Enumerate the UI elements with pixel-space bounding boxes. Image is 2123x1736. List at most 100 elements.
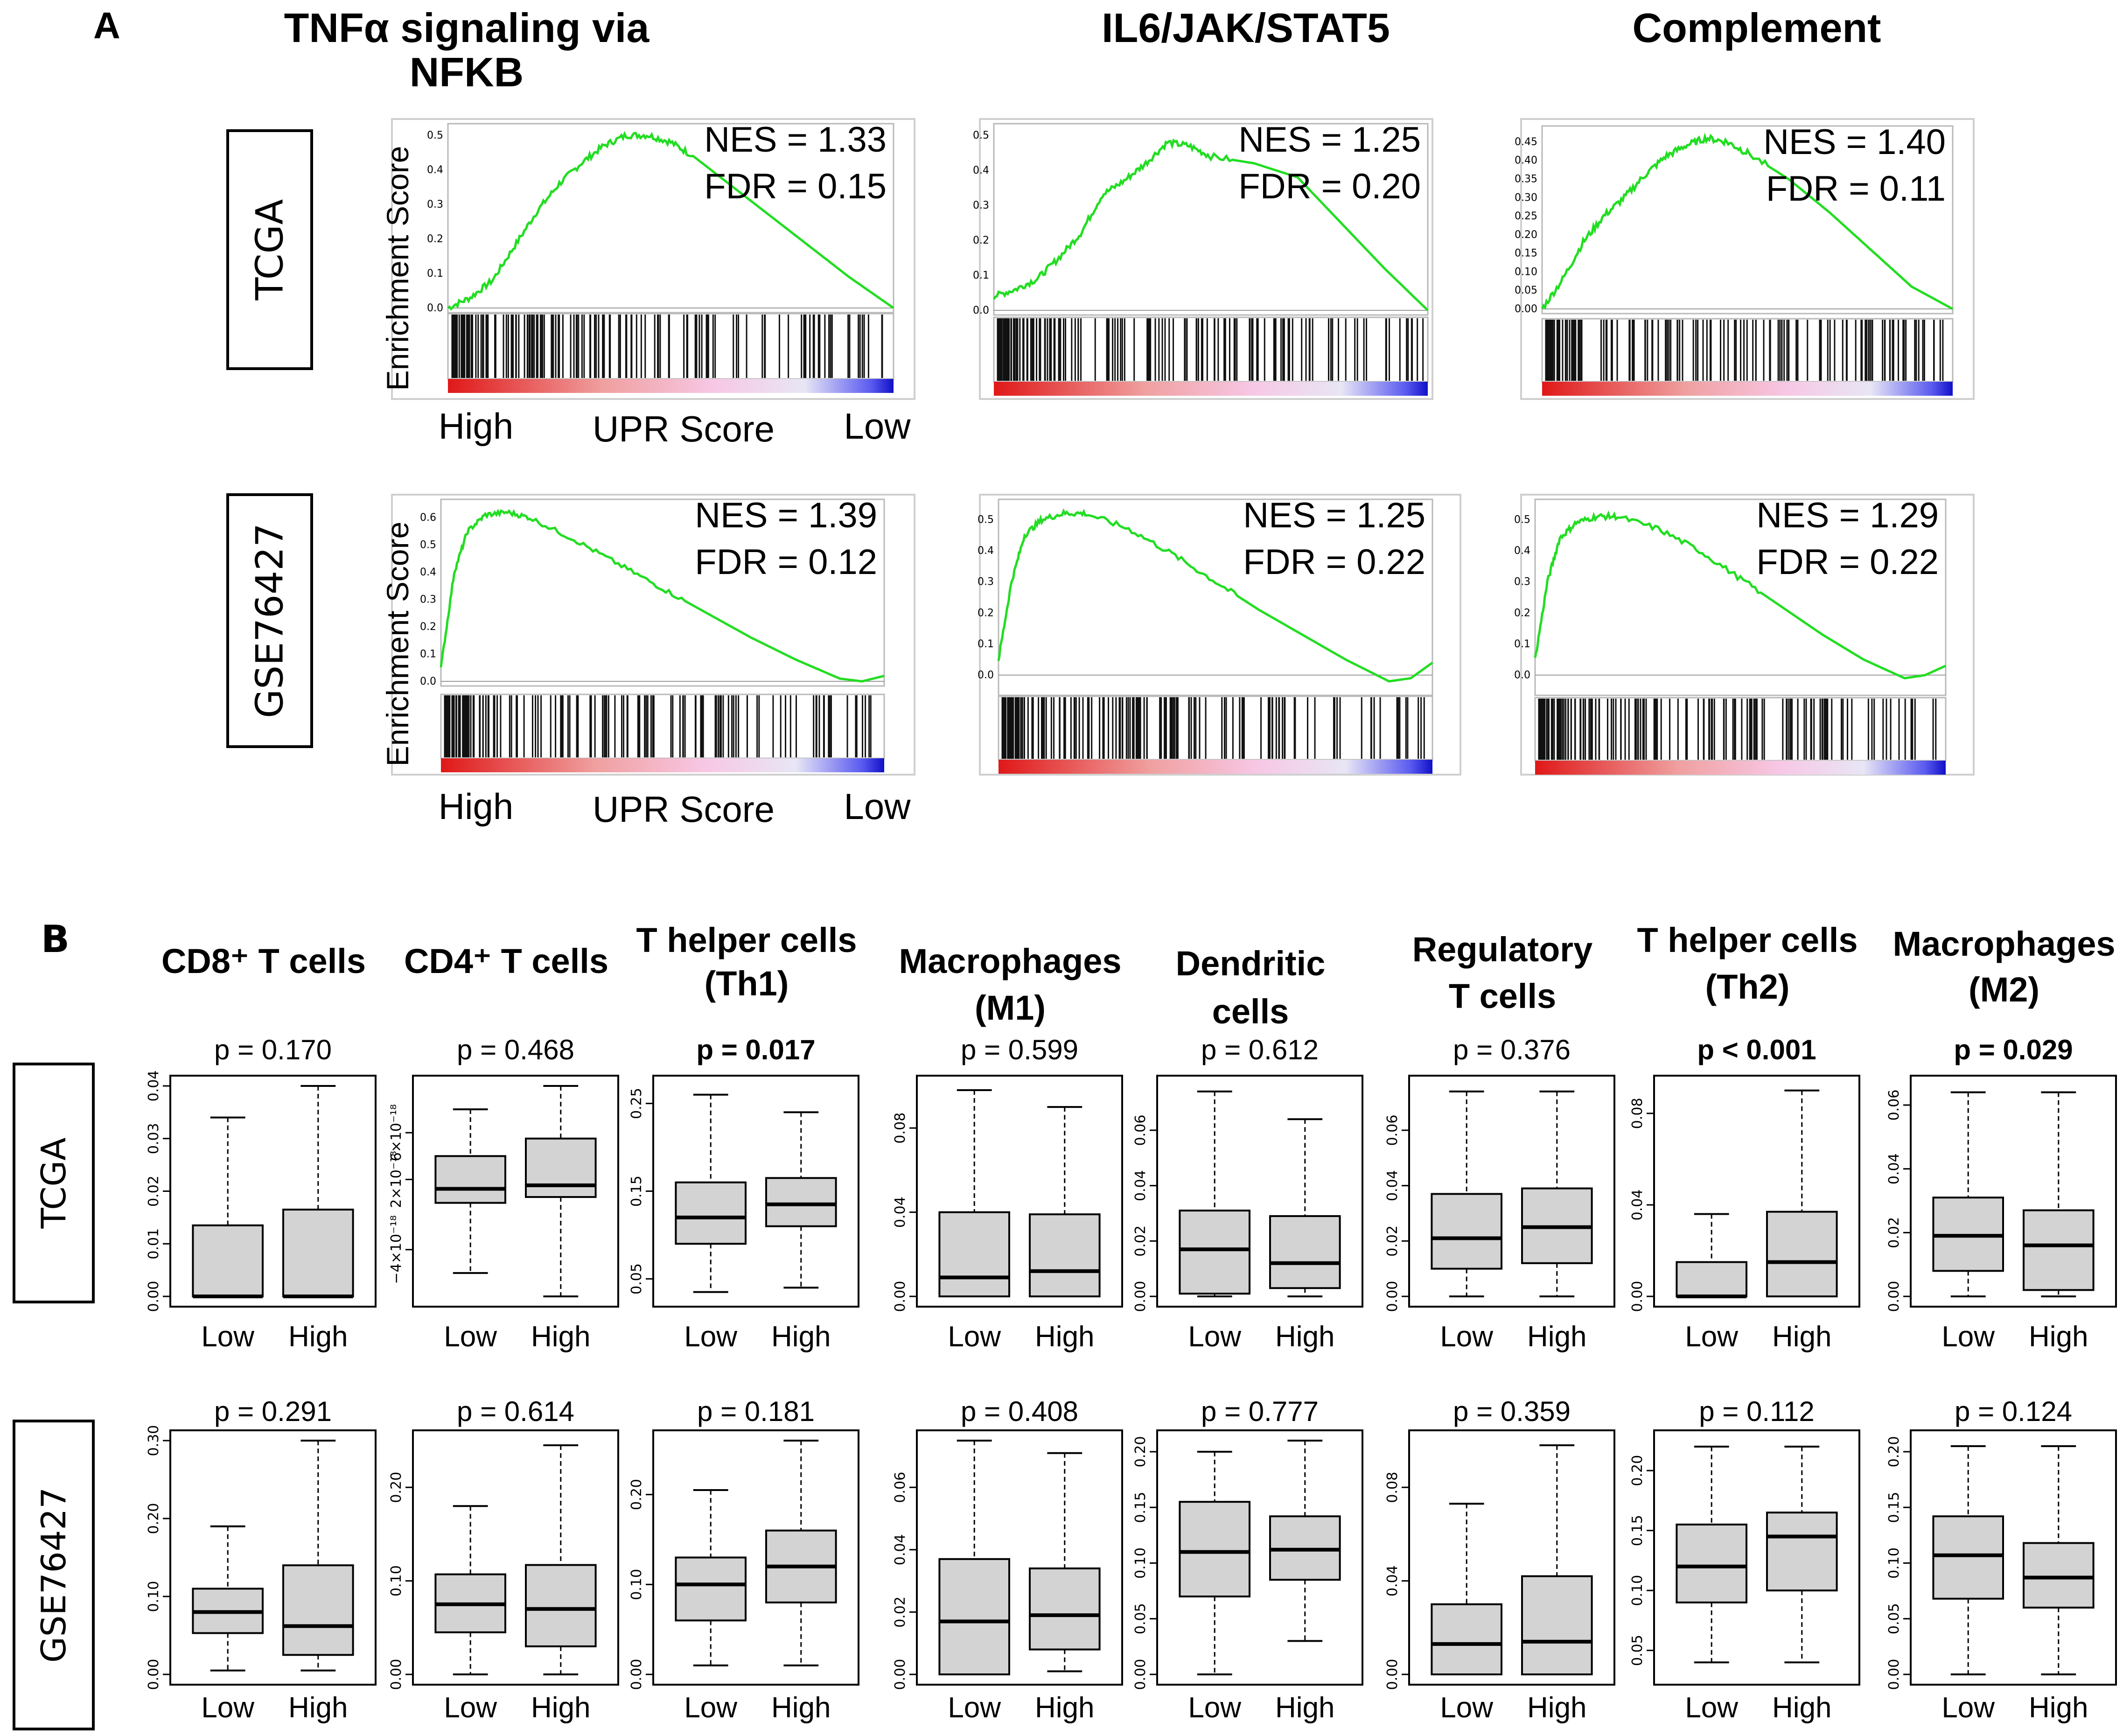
- boxplot: 0.00 0.04 0.08 Low High p = 0.359: [1384, 1396, 1615, 1724]
- boxplot-column-title: Regulatory: [1412, 930, 1593, 969]
- boxplot-column-title: Macrophages: [1893, 924, 2115, 963]
- gsea-ytick-label: 0.5: [978, 514, 994, 525]
- boxplot-ytick-label: 0.00: [146, 1281, 162, 1312]
- gsea-ytick-label: 0.0: [1514, 670, 1530, 681]
- box-high: [1269, 1440, 1341, 1642]
- gsea-ytick-label: 0.3: [973, 200, 989, 211]
- boxplot-category-label: Low: [444, 1692, 497, 1724]
- row-label-frame: [13, 1420, 95, 1730]
- boxplot-category-label: Low: [684, 1321, 737, 1353]
- gsea-ytick-label: 0.1: [978, 638, 994, 650]
- gsea-plots: 0.0 0.1 0.2 0.3 0.4 0.5 NES = 1.33 FDR = 0.15 En…: [380, 118, 1975, 830]
- boxplot-ytick-label: 0.04: [892, 1197, 908, 1228]
- box-low: [1179, 1090, 1250, 1297]
- gsea-ytick-label: 0.5: [1514, 514, 1530, 525]
- iqr-box: [1029, 1567, 1101, 1651]
- iqr-box: [282, 1564, 354, 1656]
- gsea-row-labels: TCGA GSE76427: [226, 129, 313, 748]
- boxplot-column-title: CD8⁺ T cells: [161, 942, 366, 980]
- boxplot-ytick-label: 0.02: [1384, 1225, 1401, 1257]
- boxplot-row-label: TCGA: [34, 1137, 73, 1229]
- boxplot-ytick-label: 0.00: [1132, 1659, 1149, 1690]
- boxplot-ytick-label: 0.00: [1132, 1281, 1149, 1312]
- enrichment-curve: [1534, 510, 1947, 679]
- gsea-ytick-label: 0.40: [1515, 155, 1537, 167]
- fdr-label: FDR = 0.22: [1756, 542, 1939, 582]
- gsea-ytick-label: 0.25: [1515, 210, 1537, 222]
- p-value-label: p = 0.291: [214, 1396, 332, 1427]
- gsea-ytick-label: 0.5: [427, 130, 443, 141]
- gsea-hit-marks: [993, 316, 1429, 383]
- boxplot-category-label: High: [531, 1692, 591, 1724]
- boxplot-ytick-label: 0.20: [1629, 1455, 1646, 1486]
- boxplot: 0.00 0.04 0.08 Low High p < 0.001: [1629, 1034, 1860, 1353]
- boxplot-ytick-label: 0.00: [1886, 1281, 1902, 1312]
- boxplot-column-title: (M1): [975, 988, 1046, 1027]
- boxplot-ytick-label: 0.20: [1886, 1436, 1902, 1467]
- gsea-ytick-label: 0.10: [1515, 266, 1537, 278]
- boxplot-ytick-label: 0.00: [629, 1659, 645, 1690]
- gsea-hit-marks: [1541, 318, 1954, 383]
- p-value-label: p = 0.614: [457, 1396, 574, 1427]
- boxplot-ytick-label: 0.05: [1132, 1603, 1149, 1634]
- boxplot-category-label: High: [1275, 1692, 1335, 1724]
- boxplot-ytick-label: 0.05: [629, 1263, 645, 1295]
- boxplot-category-label: Low: [1440, 1321, 1493, 1353]
- boxplot: 0.00 0.05 0.10 0.15 0.20 Low High p = 0.777: [1132, 1396, 1363, 1724]
- boxplot-category-label: Low: [948, 1692, 1001, 1724]
- ranked-list-colorbar: [448, 379, 894, 393]
- box-low: [675, 1093, 747, 1293]
- gsea-ytick-label: 0.45: [1515, 136, 1537, 148]
- fdr-label: FDR = 0.12: [695, 542, 877, 582]
- boxplot-ytick-label: −4×10⁻¹⁸: [388, 1215, 405, 1284]
- box-high: [282, 1440, 354, 1672]
- boxplot-ytick-label: 0.30: [146, 1425, 162, 1456]
- boxplot-ytick-label: 0.00: [146, 1659, 162, 1690]
- boxplot: 0.00 0.02 0.04 0.06 Low High p = 0.376: [1384, 1034, 1615, 1353]
- nes-label: NES = 1.33: [704, 120, 887, 160]
- boxplot: 0.00 0.02 0.04 0.06 Low High p = 0.408: [892, 1396, 1123, 1724]
- gsea-plot: 0.0 0.1 0.2 0.3 0.4 0.5 NES = 1.25 FDR = 0.20: [973, 118, 1433, 400]
- box-high: [1521, 1444, 1593, 1676]
- nes-label: NES = 1.40: [1763, 122, 1946, 162]
- boxplot-category-label: Low: [201, 1692, 254, 1724]
- gsea-ytick-label: 0.30: [1515, 192, 1537, 203]
- boxplot: 0.00 0.10 0.20 Low High p = 0.181: [629, 1396, 859, 1724]
- gsea-ytick-label: 0.0: [420, 676, 436, 687]
- row-label-frame: [226, 493, 313, 748]
- iqr-box: [1179, 1501, 1250, 1598]
- box-high: [1521, 1090, 1593, 1297]
- gsea-ytick-label: 0.0: [973, 305, 989, 316]
- iqr-box: [1179, 1210, 1250, 1295]
- boxplot-category-label: High: [531, 1321, 591, 1353]
- ranked-list-colorbar: [1542, 382, 1953, 396]
- boxplot-ytick-label: 0.10: [1132, 1547, 1149, 1579]
- boxplot-column-title: (M2): [1969, 970, 2039, 1009]
- boxplot-column-titles: CD8⁺ T cells CD4⁺ T cells T helper cells (T…: [161, 921, 2116, 1031]
- iqr-box: [525, 1137, 597, 1198]
- boxplot-row-label-box: TCGA: [13, 1063, 95, 1303]
- boxplot-ytick-label: 0.01: [146, 1228, 162, 1260]
- gsea-plot-frame: [391, 118, 915, 400]
- gsea-ytick-label: 0.2: [420, 621, 436, 633]
- gsea-ytick-label: 0.5: [973, 130, 989, 141]
- enrichment-curve: [992, 138, 1429, 311]
- boxplot-column-title: (Th1): [705, 964, 789, 1003]
- iqr-box: [765, 1177, 837, 1227]
- boxplot-ytick-label: 0.04: [1886, 1153, 1902, 1184]
- gsea-ytick-label: 0.4: [978, 545, 994, 557]
- gsea-ytick-label: 0.3: [427, 199, 443, 210]
- nes-label: NES = 1.29: [1756, 496, 1939, 535]
- gsea-plot: 0.0 0.1 0.2 0.3 0.4 0.5 NES = 1.29 FDR = 0.22: [1514, 494, 1975, 776]
- boxplot-ytick-label: 0.06: [1384, 1115, 1401, 1146]
- boxplot-ytick-label: 0.04: [1384, 1170, 1401, 1201]
- p-value-label: p = 0.181: [697, 1396, 815, 1427]
- boxplot-ytick-label: 0.04: [1629, 1190, 1646, 1221]
- boxplot: −4×10⁻¹⁸ 2×10⁻¹⁸6×10⁻¹⁸ Low High p = 0.468: [388, 1034, 619, 1353]
- gsea-plot: 0.0 0.1 0.2 0.3 0.4 0.5 0.6 NES = 1.39 FDR = 0.1…: [380, 494, 915, 776]
- p-value-label: p = 0.599: [961, 1034, 1078, 1065]
- gsea-ylabel: Enrichment Score: [380, 146, 415, 391]
- row-label-frame: [226, 129, 313, 370]
- boxplot-category-label: Low: [1188, 1321, 1241, 1353]
- boxplot-category-label: Low: [201, 1321, 254, 1353]
